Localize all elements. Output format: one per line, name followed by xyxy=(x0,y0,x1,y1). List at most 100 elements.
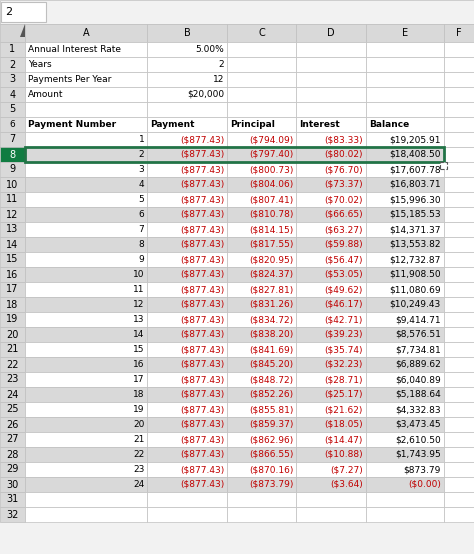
Text: $4,332.83: $4,332.83 xyxy=(395,405,441,414)
Bar xyxy=(0,327,25,342)
Bar xyxy=(444,312,474,327)
Text: ($855.81): ($855.81) xyxy=(249,405,293,414)
Text: 28: 28 xyxy=(6,449,18,459)
Bar xyxy=(147,267,227,282)
Bar xyxy=(0,267,25,282)
Text: ($873.79): ($873.79) xyxy=(249,480,293,489)
Bar xyxy=(147,192,227,207)
Text: Years: Years xyxy=(28,60,52,69)
Text: $8,576.51: $8,576.51 xyxy=(395,330,441,339)
Bar xyxy=(444,102,474,117)
Bar xyxy=(147,282,227,297)
Bar xyxy=(444,207,474,222)
Text: 7: 7 xyxy=(9,135,16,145)
Bar xyxy=(444,177,474,192)
Bar xyxy=(0,177,25,192)
Text: Payment: Payment xyxy=(150,120,195,129)
Bar xyxy=(25,72,147,87)
Bar xyxy=(227,507,296,522)
Bar xyxy=(227,327,296,342)
Text: 9: 9 xyxy=(9,165,16,175)
Text: 1: 1 xyxy=(138,135,145,144)
Text: ($877.43): ($877.43) xyxy=(180,240,224,249)
Text: ($877.43): ($877.43) xyxy=(180,375,224,384)
Bar xyxy=(444,327,474,342)
Bar xyxy=(227,177,296,192)
Text: ($18.05): ($18.05) xyxy=(324,420,363,429)
Bar xyxy=(296,492,366,507)
Bar xyxy=(0,312,25,327)
Text: ($42.71): ($42.71) xyxy=(324,315,363,324)
Bar xyxy=(296,342,366,357)
Text: ($877.43): ($877.43) xyxy=(180,405,224,414)
Bar xyxy=(0,417,25,432)
Text: ($877.43): ($877.43) xyxy=(180,165,224,174)
Text: $14,371.37: $14,371.37 xyxy=(389,225,441,234)
Text: ($859.37): ($859.37) xyxy=(249,420,293,429)
Text: 21: 21 xyxy=(133,435,145,444)
Bar xyxy=(366,402,444,417)
Bar xyxy=(25,237,147,252)
Bar xyxy=(147,222,227,237)
Text: ($76.70): ($76.70) xyxy=(324,165,363,174)
Bar xyxy=(227,447,296,462)
Bar xyxy=(296,237,366,252)
Text: ($877.43): ($877.43) xyxy=(180,285,224,294)
Text: ($877.43): ($877.43) xyxy=(180,300,224,309)
Bar xyxy=(147,57,227,72)
Bar xyxy=(0,492,25,507)
Bar xyxy=(296,282,366,297)
Text: ($800.73): ($800.73) xyxy=(249,165,293,174)
Bar xyxy=(366,162,444,177)
Bar xyxy=(227,372,296,387)
Text: ($3.64): ($3.64) xyxy=(330,480,363,489)
Bar xyxy=(0,117,25,132)
Bar xyxy=(147,432,227,447)
Bar xyxy=(227,237,296,252)
Bar xyxy=(25,477,147,492)
Bar xyxy=(296,147,366,162)
Bar xyxy=(0,507,25,522)
Text: 2: 2 xyxy=(9,59,16,69)
Text: ($877.43): ($877.43) xyxy=(180,435,224,444)
Bar xyxy=(296,57,366,72)
Bar xyxy=(227,417,296,432)
Bar xyxy=(296,162,366,177)
Text: ($877.43): ($877.43) xyxy=(180,315,224,324)
Bar xyxy=(25,87,147,102)
Bar xyxy=(296,177,366,192)
Text: ($877.43): ($877.43) xyxy=(180,345,224,354)
Bar xyxy=(227,132,296,147)
Text: 14: 14 xyxy=(133,330,145,339)
Bar xyxy=(0,387,25,402)
Bar xyxy=(0,222,25,237)
Text: ($66.65): ($66.65) xyxy=(324,210,363,219)
Text: 4: 4 xyxy=(9,90,16,100)
Text: 3: 3 xyxy=(138,165,145,174)
Bar xyxy=(296,252,366,267)
Bar xyxy=(366,342,444,357)
Text: ($862.96): ($862.96) xyxy=(249,435,293,444)
Bar xyxy=(0,147,25,162)
Text: ($817.55): ($817.55) xyxy=(249,240,293,249)
Text: $11,080.69: $11,080.69 xyxy=(389,285,441,294)
Bar xyxy=(25,432,147,447)
Text: 10: 10 xyxy=(133,270,145,279)
Text: Payments Per Year: Payments Per Year xyxy=(28,75,111,84)
Bar xyxy=(227,267,296,282)
Text: 9: 9 xyxy=(138,255,145,264)
Bar xyxy=(25,357,147,372)
Bar xyxy=(25,162,147,177)
Text: ($845.20): ($845.20) xyxy=(249,360,293,369)
Text: 5.00%: 5.00% xyxy=(195,45,224,54)
Text: ($63.27): ($63.27) xyxy=(324,225,363,234)
Bar xyxy=(366,357,444,372)
Bar xyxy=(25,147,147,162)
Bar xyxy=(296,507,366,522)
Bar xyxy=(1,2,46,22)
Text: 20: 20 xyxy=(6,330,18,340)
Bar xyxy=(444,72,474,87)
Bar xyxy=(0,42,25,57)
Bar xyxy=(444,24,474,42)
Text: 2: 2 xyxy=(219,60,224,69)
